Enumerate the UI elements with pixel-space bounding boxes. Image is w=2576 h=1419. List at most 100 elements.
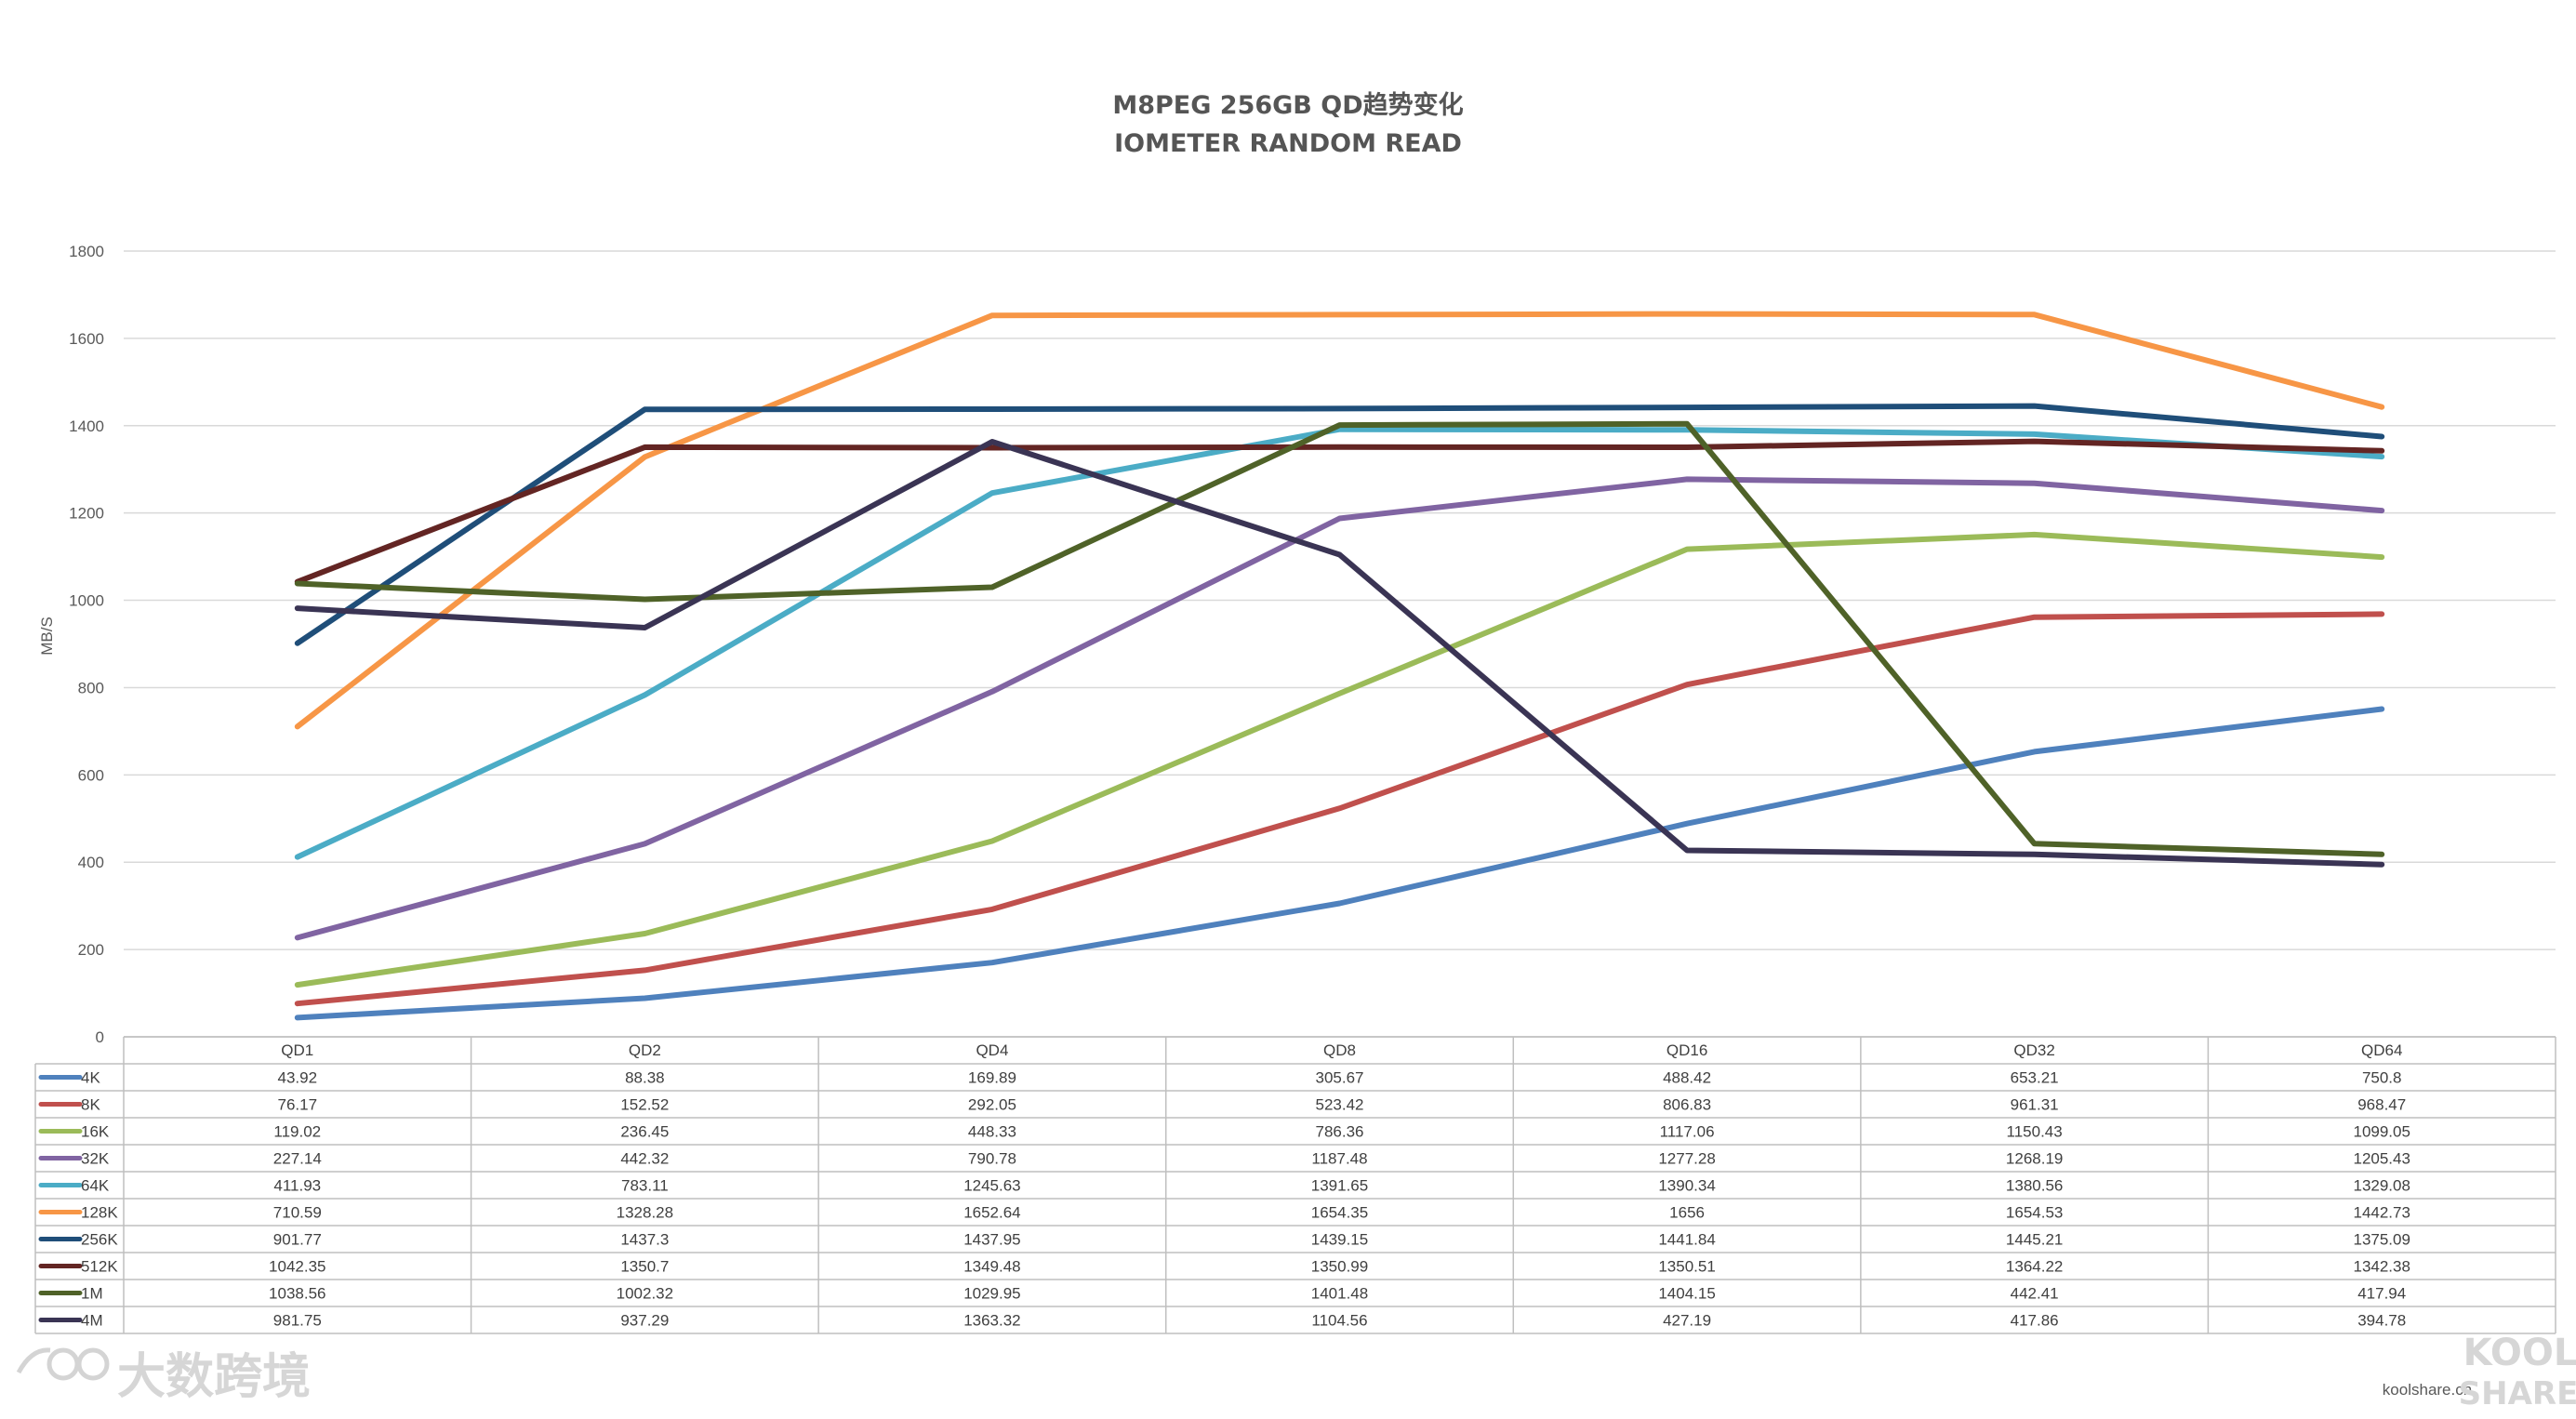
table-cell: 394.78 — [2357, 1312, 2406, 1330]
y-tick-label: 1000 — [69, 592, 104, 610]
data-table: QD1 QD2 QD4 QD8 QD16 QD32 QD64 4K 43.92 88.38 169.… — [34, 1036, 2556, 1334]
watermark-right: KOOL koolshare.cn SHARE — [2383, 1332, 2576, 1412]
table-cell: 901.77 — [273, 1231, 322, 1249]
table-header-cell: QD8 — [1323, 1041, 1356, 1059]
table-cell: 1404.15 — [1658, 1285, 1715, 1303]
table-cell: 305.67 — [1316, 1069, 1364, 1087]
table-cell: 1029.95 — [963, 1285, 1020, 1303]
table-header-cell: QD2 — [629, 1041, 661, 1059]
table-cell: 1350.99 — [1311, 1258, 1368, 1276]
legend-label-4M: 4M — [81, 1312, 103, 1330]
table-cell: 961.31 — [2011, 1096, 2059, 1114]
table-cell: 1268.19 — [2006, 1150, 2063, 1168]
y-tick-label: 1200 — [69, 505, 104, 523]
table-cell: 1364.22 — [2006, 1258, 2063, 1276]
y-axis-label: MB/S — [38, 617, 56, 656]
y-tick-label: 0 — [96, 1028, 104, 1046]
y-axis-ticks: 0 200 400 600 800 1000 1200 1400 1600 1800 — [69, 243, 104, 1046]
table-header-cell: QD64 — [2361, 1041, 2402, 1059]
y-tick-label: 800 — [78, 679, 104, 696]
series-line-16K — [294, 531, 2385, 988]
table-cell: 1654.35 — [1311, 1204, 1368, 1222]
legend-label-64K: 64K — [81, 1177, 110, 1195]
table-cell: 1380.56 — [2006, 1177, 2063, 1195]
table-cell: 1277.28 — [1658, 1150, 1715, 1168]
series-line-1M — [294, 420, 2385, 857]
table-cell: 1363.32 — [963, 1312, 1020, 1330]
legend-label-8K: 8K — [81, 1096, 100, 1114]
table-cell: 1350.51 — [1658, 1258, 1715, 1276]
watermark-logo-icon — [16, 1347, 110, 1381]
table-cell: 411.93 — [273, 1177, 321, 1195]
table-cell: 1342.38 — [2353, 1258, 2410, 1276]
legend-label-128K: 128K — [81, 1204, 118, 1222]
table-header-cell: QD16 — [1666, 1041, 1707, 1059]
table-cell: 1391.65 — [1311, 1177, 1368, 1195]
chart-subtitle: IOMETER RANDOM READ — [1114, 129, 1462, 158]
table-cell: 783.11 — [621, 1177, 669, 1195]
table-cell: 292.05 — [968, 1096, 1016, 1114]
watermark-site: koolshare.cn — [2383, 1381, 2472, 1399]
table-cell: 1245.63 — [963, 1177, 1020, 1195]
watermark-left-text: 大数跨境 — [117, 1349, 311, 1405]
legend-label-512K: 512K — [81, 1258, 118, 1276]
table-cell: 1117.06 — [1660, 1123, 1715, 1141]
table-cell: 236.45 — [620, 1123, 669, 1141]
table-cell: 1439.15 — [1311, 1231, 1368, 1249]
table-cell: 488.42 — [1663, 1069, 1711, 1087]
y-tick-label: 200 — [78, 941, 104, 959]
table-cell: 1038.56 — [269, 1285, 325, 1303]
table-cell: 1099.05 — [2353, 1123, 2410, 1141]
watermark-left: 大数跨境 — [16, 1347, 311, 1405]
y-tick-label: 400 — [78, 854, 104, 871]
table-cell: 1390.34 — [1658, 1177, 1715, 1195]
table-cell: 1104.56 — [1311, 1312, 1367, 1330]
table-cell: 1442.73 — [2353, 1204, 2410, 1222]
table-cell: 76.17 — [278, 1096, 318, 1114]
table-cell: 1445.21 — [2006, 1231, 2063, 1249]
table-cell: 786.36 — [1316, 1123, 1364, 1141]
legend-label-256K: 256K — [81, 1231, 118, 1249]
table-cell: 1350.7 — [620, 1258, 669, 1276]
table-header-cell: QD1 — [281, 1041, 313, 1059]
chart-title: M8PEG 256GB QD趋势变化 — [1112, 90, 1463, 120]
y-tick-label: 1600 — [69, 330, 104, 348]
table-cell: 227.14 — [273, 1150, 322, 1168]
table-cell: 119.02 — [273, 1123, 321, 1141]
table-cell: 1437.3 — [620, 1231, 669, 1249]
series-line-32K — [294, 476, 2385, 941]
table-cell: 1150.43 — [2007, 1123, 2063, 1141]
legend-label-1M: 1M — [81, 1285, 103, 1303]
table-header-cell: QD4 — [976, 1041, 1008, 1059]
table-cell: 442.41 — [2011, 1285, 2059, 1303]
table-cell: 1654.53 — [2006, 1204, 2063, 1222]
y-tick-label: 600 — [78, 766, 104, 784]
table-cell: 523.42 — [1316, 1096, 1364, 1114]
series-line-4M — [294, 439, 2385, 868]
legend-label-4K: 4K — [81, 1069, 100, 1087]
table-cell: 448.33 — [968, 1123, 1016, 1141]
table-cell: 1375.09 — [2353, 1231, 2410, 1249]
table-cell: 806.83 — [1663, 1096, 1711, 1114]
table-cell: 427.19 — [1663, 1312, 1711, 1330]
table-cell: 43.92 — [278, 1069, 318, 1087]
table-cell: 88.38 — [625, 1069, 665, 1087]
table-cell: 653.21 — [2011, 1069, 2059, 1087]
table-cell: 152.52 — [620, 1096, 669, 1114]
table-cell: 1652.64 — [963, 1204, 1020, 1222]
table-cell: 1187.48 — [1311, 1150, 1367, 1168]
watermark-brand-top: KOOL — [2463, 1332, 2576, 1374]
table-cell: 1441.84 — [1658, 1231, 1715, 1249]
table-cell: 169.89 — [968, 1069, 1016, 1087]
y-tick-label: 1400 — [69, 418, 104, 435]
series-line-8K — [294, 611, 2385, 1007]
table-cell: 1656 — [1669, 1204, 1705, 1222]
table-cell: 750.8 — [2362, 1069, 2402, 1087]
table-cell: 981.75 — [273, 1312, 322, 1330]
gridlines — [124, 250, 2556, 1038]
table-cell: 1205.43 — [2353, 1150, 2410, 1168]
series-line-512K — [294, 438, 2385, 585]
series-line-64K — [294, 426, 2385, 860]
table-cell: 710.59 — [273, 1204, 322, 1222]
